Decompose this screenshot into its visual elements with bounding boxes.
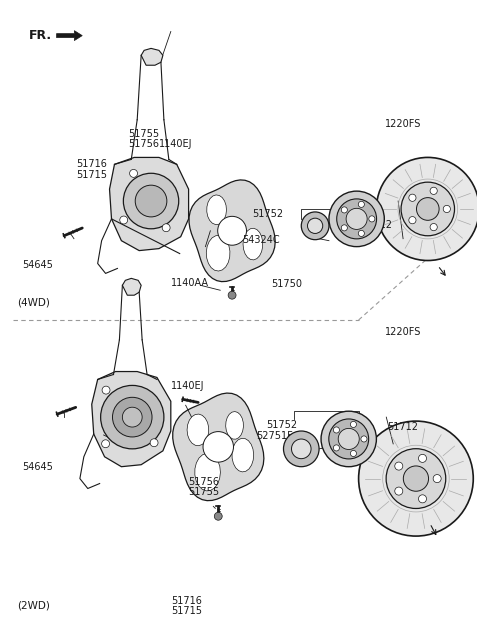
Text: 54324C: 54324C bbox=[242, 234, 280, 245]
FancyArrow shape bbox=[57, 31, 82, 41]
Text: 51756: 51756 bbox=[129, 140, 159, 149]
Circle shape bbox=[409, 217, 416, 224]
Polygon shape bbox=[109, 157, 189, 250]
Circle shape bbox=[228, 291, 236, 299]
Text: 51715: 51715 bbox=[171, 606, 202, 617]
Circle shape bbox=[350, 450, 357, 457]
Text: 52751F: 52751F bbox=[257, 431, 293, 441]
Text: 51752: 51752 bbox=[252, 210, 283, 219]
Text: 1140AA: 1140AA bbox=[171, 278, 209, 287]
Circle shape bbox=[123, 173, 179, 229]
Circle shape bbox=[336, 199, 377, 239]
Circle shape bbox=[150, 439, 158, 447]
Polygon shape bbox=[195, 454, 220, 491]
Circle shape bbox=[203, 432, 233, 462]
Polygon shape bbox=[243, 228, 263, 260]
Circle shape bbox=[284, 431, 319, 467]
Circle shape bbox=[329, 419, 369, 459]
Text: 51750: 51750 bbox=[285, 449, 316, 459]
Text: 51755: 51755 bbox=[129, 129, 160, 139]
Circle shape bbox=[358, 231, 364, 236]
Polygon shape bbox=[226, 412, 243, 439]
Circle shape bbox=[419, 454, 427, 462]
Text: 51712: 51712 bbox=[361, 220, 392, 230]
Text: 51716: 51716 bbox=[171, 596, 202, 606]
Circle shape bbox=[443, 205, 450, 213]
Circle shape bbox=[401, 182, 455, 236]
Text: 1220FS: 1220FS bbox=[384, 119, 421, 129]
Circle shape bbox=[350, 421, 357, 427]
Polygon shape bbox=[122, 278, 141, 295]
Circle shape bbox=[361, 436, 367, 442]
Polygon shape bbox=[173, 393, 264, 501]
Polygon shape bbox=[141, 48, 163, 65]
Circle shape bbox=[341, 225, 348, 231]
Text: 51750: 51750 bbox=[271, 279, 302, 289]
Circle shape bbox=[120, 216, 128, 224]
Circle shape bbox=[130, 169, 137, 177]
Polygon shape bbox=[189, 180, 275, 282]
Circle shape bbox=[341, 207, 348, 213]
Circle shape bbox=[162, 224, 170, 232]
Circle shape bbox=[301, 212, 329, 240]
Circle shape bbox=[395, 487, 403, 495]
Text: FR.: FR. bbox=[29, 29, 52, 42]
Circle shape bbox=[358, 201, 364, 208]
Circle shape bbox=[101, 385, 164, 449]
Circle shape bbox=[409, 194, 416, 201]
Text: 51716: 51716 bbox=[76, 159, 107, 169]
Polygon shape bbox=[92, 371, 171, 467]
Polygon shape bbox=[207, 195, 227, 224]
Circle shape bbox=[395, 462, 403, 470]
Text: 51756: 51756 bbox=[188, 477, 219, 487]
Text: (4WD): (4WD) bbox=[17, 297, 50, 308]
Circle shape bbox=[329, 191, 384, 247]
Polygon shape bbox=[187, 414, 209, 446]
Circle shape bbox=[334, 445, 339, 451]
Text: (2WD): (2WD) bbox=[17, 601, 50, 611]
Circle shape bbox=[308, 218, 323, 233]
Circle shape bbox=[102, 386, 110, 394]
Text: 54645: 54645 bbox=[22, 462, 53, 472]
Circle shape bbox=[419, 495, 427, 503]
Circle shape bbox=[334, 427, 339, 433]
Text: 51712: 51712 bbox=[387, 422, 418, 432]
Circle shape bbox=[102, 440, 109, 448]
Circle shape bbox=[433, 475, 441, 483]
Circle shape bbox=[338, 429, 359, 450]
Circle shape bbox=[122, 407, 142, 427]
Circle shape bbox=[346, 208, 367, 229]
Polygon shape bbox=[232, 438, 253, 472]
Polygon shape bbox=[206, 236, 230, 271]
Circle shape bbox=[214, 512, 222, 520]
Circle shape bbox=[403, 466, 429, 491]
Circle shape bbox=[359, 421, 473, 536]
Circle shape bbox=[321, 412, 376, 467]
Text: 1140EJ: 1140EJ bbox=[171, 381, 204, 391]
Circle shape bbox=[386, 448, 446, 508]
Text: 51752: 51752 bbox=[266, 420, 297, 430]
Circle shape bbox=[135, 185, 167, 217]
Text: 1140EJ: 1140EJ bbox=[159, 140, 193, 149]
Circle shape bbox=[430, 187, 437, 194]
Circle shape bbox=[369, 216, 375, 222]
Circle shape bbox=[112, 397, 152, 437]
Circle shape bbox=[430, 224, 437, 231]
Text: 51755: 51755 bbox=[188, 487, 219, 497]
Circle shape bbox=[376, 157, 479, 261]
Circle shape bbox=[417, 197, 439, 220]
Text: 1220FS: 1220FS bbox=[384, 327, 421, 338]
Text: 51715: 51715 bbox=[76, 169, 108, 180]
Circle shape bbox=[218, 217, 247, 245]
Circle shape bbox=[291, 439, 311, 459]
Text: 54645: 54645 bbox=[22, 260, 53, 270]
